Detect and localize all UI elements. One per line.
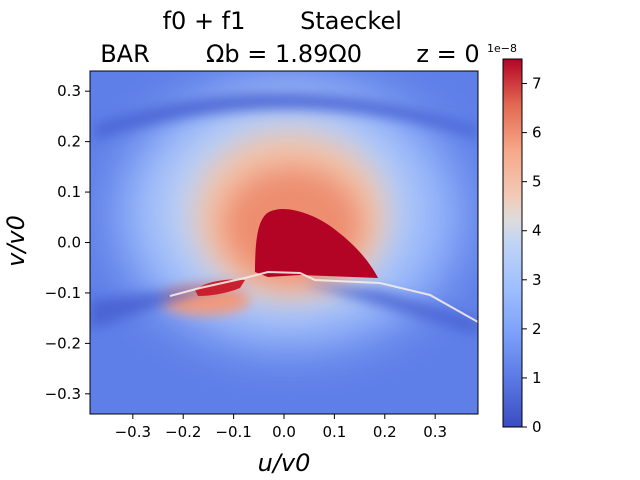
heatmap-left-core <box>195 279 245 296</box>
colorbar-tick-label: 0 <box>532 418 542 436</box>
y-tick-label: 0.2 <box>57 133 81 151</box>
y-tick-label: −0.2 <box>45 334 81 352</box>
colorbar-tick-label: 7 <box>532 75 542 93</box>
heatmap-peak-core <box>255 209 378 278</box>
heatmap-upper-arc <box>95 93 478 140</box>
x-axis-label: u/v0 <box>258 449 311 477</box>
x-tick-label: 0.0 <box>272 423 296 441</box>
colorbar-frame <box>502 58 523 428</box>
y-axis: 0.3 0.2 0.1 0.0 −0.1 −0.2 −0.3 <box>45 82 90 403</box>
heatmap-lower-right-band <box>300 282 478 335</box>
y-tick-label: 0.0 <box>57 234 81 252</box>
x-tick-label: −0.1 <box>215 423 251 441</box>
y-tick-label: −0.1 <box>45 284 81 302</box>
x-axis: −0.3 −0.2 −0.1 0.0 0.1 0.2 0.3 <box>115 414 447 441</box>
y-axis-label: v/v0 <box>2 215 30 267</box>
x-tick-label: −0.3 <box>115 423 151 441</box>
colorbar-tick-label: 2 <box>532 320 542 338</box>
colorbar-tick-label: 5 <box>532 173 542 191</box>
y-tick-label: 0.3 <box>57 82 81 100</box>
colorbar-tick-label: 1 <box>532 369 542 387</box>
title-height: z = 0 <box>416 40 479 68</box>
y-tick-label: −0.3 <box>45 385 81 403</box>
colorbar-tick-label: 3 <box>532 271 542 289</box>
x-tick-label: −0.2 <box>165 423 201 441</box>
colorbar-axis: 0 1 2 3 4 5 6 7 <box>522 75 542 436</box>
title-potential: Staeckel <box>300 7 402 35</box>
title-pattern-speed: Ωb = 1.89Ω0 <box>206 40 362 68</box>
x-tick-label: 0.1 <box>322 423 346 441</box>
chart-title: f0 + f1 Staeckel BAR Ωb = 1.89Ω0 z = 0 <box>100 7 479 68</box>
colorbar-tick-label: 4 <box>532 222 542 240</box>
colorbar-offset-label: 1e−8 <box>487 42 517 55</box>
title-distribution: f0 + f1 <box>163 7 246 35</box>
heatmap-boundary <box>169 270 478 323</box>
y-tick-label: 0.1 <box>57 183 81 201</box>
x-tick-label: 0.3 <box>423 423 447 441</box>
colorbar-tick-label: 6 <box>532 124 542 142</box>
x-tick-label: 0.2 <box>373 423 397 441</box>
colorbar <box>503 59 522 427</box>
heatmap-lower-left-band <box>90 282 250 330</box>
title-model: BAR <box>100 40 150 68</box>
heatmap <box>90 71 478 414</box>
